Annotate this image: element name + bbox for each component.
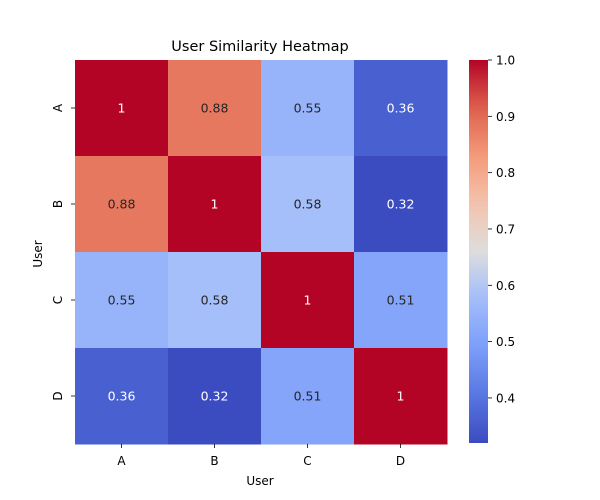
heatmap-cell (354, 252, 448, 349)
colorbar-ticks: 1.0 0.9 0.8 0.7 0.6 0.5 0.4 (488, 54, 515, 405)
x-tick-label: B (210, 454, 218, 468)
cell-value-label: 0.32 (387, 197, 415, 212)
x-axis: A B C D (117, 444, 405, 468)
heatmap-cell (168, 60, 262, 157)
heatmap-cells: 1 0.88 0.55 0.36 0.88 1 0.58 0.32 0.55 0.58 1 0.51 0… (75, 60, 448, 445)
cell-value-label: 0.88 (108, 197, 136, 212)
cell-value-label: 1 (211, 197, 219, 212)
cell-value-label: 0.58 (201, 293, 229, 308)
colorbar (469, 60, 488, 443)
x-tick-label: C (303, 454, 311, 468)
heatmap-cell (261, 348, 355, 445)
x-axis-label: User (246, 474, 273, 488)
heatmap-cell (354, 60, 448, 157)
y-tick-label: B (51, 200, 65, 208)
y-tick-label: C (51, 296, 65, 304)
y-axis-label: User (31, 240, 45, 267)
x-tick-label: D (396, 454, 405, 468)
cell-value-label: 1 (397, 389, 405, 404)
cell-value-label: 0.51 (387, 293, 415, 308)
heatmap-cell (168, 348, 262, 445)
colorbar-tick-label: 0.7 (496, 222, 515, 236)
x-tick-label: A (117, 454, 126, 468)
colorbar-tick-label: 0.5 (496, 335, 515, 349)
cell-value-label: 0.36 (387, 101, 415, 116)
heatmap-cell (168, 156, 262, 253)
cell-value-label: 0.32 (201, 389, 229, 404)
cell-value-label: 0.58 (294, 197, 322, 212)
chart-title: User Similarity Heatmap (171, 39, 348, 55)
colorbar-tick-label: 0.8 (496, 166, 515, 180)
y-tick-label: A (51, 103, 65, 112)
colorbar-tick-label: 0.9 (496, 110, 515, 124)
cell-value-label: 0.51 (294, 389, 322, 404)
heatmap-cell (261, 156, 355, 253)
y-axis: A B C D (51, 103, 75, 401)
cell-value-label: 0.55 (108, 293, 136, 308)
heatmap-cell (261, 252, 355, 349)
colorbar-tick-label: 0.4 (496, 391, 515, 405)
heatmap-cell (75, 156, 169, 253)
cell-value-label: 0.88 (201, 101, 229, 116)
heatmap-cell (261, 60, 355, 157)
heatmap-cell (354, 348, 448, 445)
cell-value-label: 1 (304, 293, 312, 308)
heatmap-cell (75, 348, 169, 445)
heatmap-cell (75, 60, 169, 157)
heatmap-cell (354, 156, 448, 253)
colorbar-tick-label: 0.6 (496, 279, 515, 293)
y-tick-label: D (51, 391, 65, 400)
cell-value-label: 0.55 (294, 101, 322, 116)
heatmap-cell (168, 252, 262, 349)
colorbar-tick-label: 1.0 (496, 54, 515, 68)
heatmap-cell (75, 252, 169, 349)
cell-value-label: 1 (118, 101, 126, 116)
cell-value-label: 0.36 (108, 389, 136, 404)
